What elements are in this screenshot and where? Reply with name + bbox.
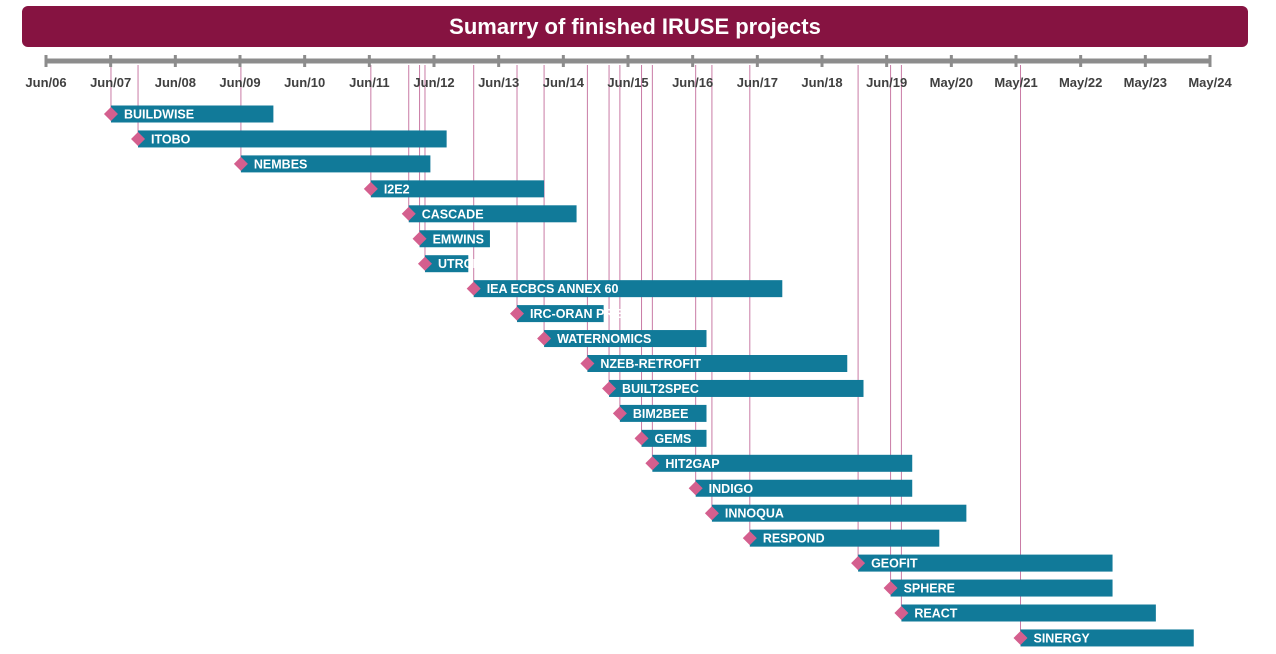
- project-label: GEOFIT: [871, 557, 918, 571]
- project-bar: [711, 504, 967, 522]
- project-label: GEMS: [655, 432, 692, 446]
- tick-label: Jun/12: [413, 75, 454, 90]
- start-marker: [401, 206, 416, 221]
- project-label: RESPOND: [763, 532, 825, 546]
- tick-label: May/21: [994, 75, 1037, 90]
- project-bar: [901, 604, 1156, 622]
- start-marker: [537, 331, 552, 346]
- project-label: UTRCI-TS: [438, 257, 496, 271]
- tick-label: May/20: [930, 75, 973, 90]
- start-marker: [510, 306, 525, 321]
- project-label: IRC-ORAN PRE-: [530, 307, 626, 321]
- start-marker: [466, 281, 481, 296]
- start-marker: [602, 381, 617, 396]
- project-label: BIM2BEE: [633, 407, 689, 421]
- chart-title: Sumarry of finished IRUSE projects: [22, 6, 1248, 47]
- project-label: ITOBO: [151, 132, 191, 146]
- tick-label: Jun/06: [25, 75, 66, 90]
- project-bar: [858, 554, 1113, 572]
- project-markers: [103, 107, 1028, 645]
- project-bar: [1020, 629, 1194, 647]
- tick-label: Jun/07: [90, 75, 131, 90]
- project-bar: [424, 255, 469, 273]
- project-bar: [890, 579, 1113, 597]
- project-bar: [619, 404, 707, 422]
- project-label: IEA ECBCS ANNEX 60: [487, 282, 619, 296]
- start-marker: [103, 107, 118, 121]
- start-marker: [894, 606, 909, 620]
- start-marker: [645, 456, 660, 471]
- project-label: EMWINS: [433, 232, 484, 246]
- start-marker: [1013, 630, 1028, 645]
- tick-label: Jun/16: [672, 75, 713, 90]
- project-bar: [695, 479, 913, 497]
- project-label: CASCADE: [422, 207, 484, 221]
- project-label: HIT2GAP: [665, 457, 719, 471]
- start-marker: [742, 531, 757, 546]
- start-marker: [580, 356, 595, 371]
- start-marker: [704, 506, 719, 521]
- project-label: NZEB-RETROFIT: [600, 357, 701, 371]
- project-bar: [419, 230, 490, 248]
- project-bar: [544, 330, 707, 348]
- tick-label: May/24: [1188, 75, 1232, 90]
- start-marker: [688, 481, 703, 496]
- project-bar: [138, 130, 447, 148]
- project-bar: [473, 280, 783, 298]
- tick-label: Jun/13: [478, 75, 519, 90]
- project-bar: [408, 205, 577, 223]
- project-label: INNOQUA: [725, 507, 784, 521]
- project-label: SPHERE: [904, 582, 955, 596]
- tick-label: Jun/15: [607, 75, 648, 90]
- tick-label: Jun/10: [284, 75, 325, 90]
- tick-label: Jun/09: [219, 75, 260, 90]
- project-bar: [641, 429, 707, 447]
- project-label: WATERNOMICS: [557, 332, 651, 346]
- time-axis: Jun/06 Jun/07 Jun/08 Jun/09 Jun/10 Jun/11 Jun/…: [25, 55, 1232, 90]
- tick-label: Jun/08: [155, 75, 196, 90]
- tick-label: Jun/18: [801, 75, 842, 90]
- start-marker: [412, 231, 427, 246]
- start-marker: [131, 131, 146, 146]
- start-marker: [233, 156, 248, 171]
- tick-label: Jun/14: [543, 75, 585, 90]
- project-bar: [609, 379, 864, 397]
- project-bar: [587, 355, 848, 372]
- project-bar: [240, 155, 431, 173]
- project-label: SINERGY: [1034, 631, 1091, 645]
- project-label: BUILT2SPEC: [622, 382, 699, 396]
- project-label: INDIGO: [709, 482, 754, 496]
- project-bar: [110, 105, 274, 123]
- start-marker: [612, 406, 627, 421]
- project-label: NEMBES: [254, 157, 307, 171]
- project-label: I2E2: [384, 182, 410, 196]
- project-bar: [517, 305, 604, 323]
- project-bar: [749, 529, 940, 547]
- tick-label: Jun/17: [737, 75, 778, 90]
- leader-lines: [110, 65, 1022, 638]
- project-label: REACT: [914, 607, 957, 621]
- tick-label: Jun/11: [349, 75, 389, 90]
- start-marker: [883, 581, 898, 596]
- project-bars: [110, 105, 1194, 647]
- tick-label: Jun/19: [866, 75, 907, 90]
- start-marker: [851, 556, 866, 571]
- start-marker: [363, 181, 378, 196]
- project-labels: BUILDWISE ITOBO NEMBES I2E2 CASCADE EMWINS UTR…: [124, 108, 1090, 646]
- project-bar: [370, 180, 545, 198]
- tick-label: May/23: [1124, 75, 1167, 90]
- project-label: BUILDWISE: [124, 108, 194, 122]
- project-bar: [652, 454, 913, 472]
- tick-label: May/22: [1059, 75, 1102, 90]
- start-marker: [417, 256, 432, 271]
- start-marker: [634, 431, 649, 446]
